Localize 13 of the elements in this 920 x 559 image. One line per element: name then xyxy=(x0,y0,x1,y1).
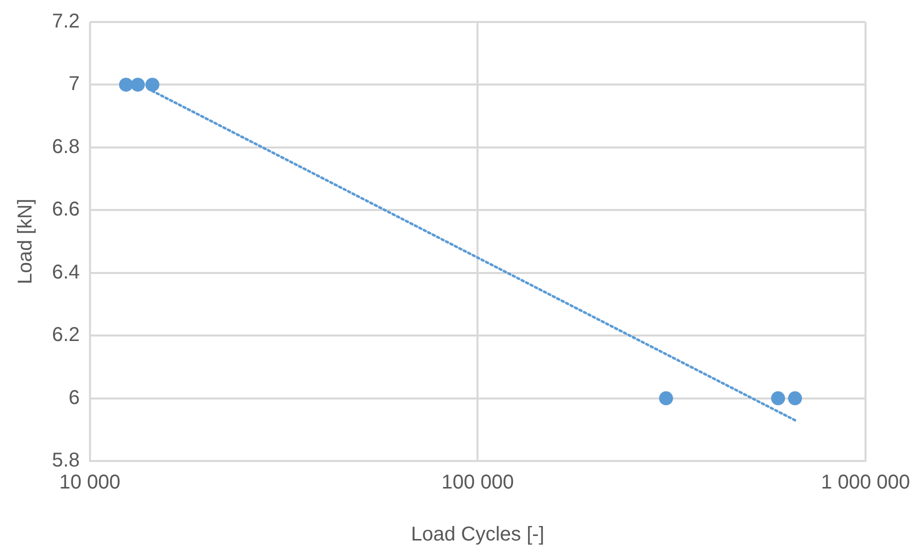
y-tick-label: 7 xyxy=(68,73,80,96)
x-axis-title: Load Cycles [-] xyxy=(410,524,544,546)
x-tick-label: 1 000 000 xyxy=(821,472,910,494)
y-tick-label: 6 xyxy=(68,386,80,409)
y-tick-label: 6.6 xyxy=(52,198,80,221)
y-tick-label: 6.4 xyxy=(52,261,80,284)
y-tick-label: 6.8 xyxy=(52,136,80,158)
y-tick-label: 5.8 xyxy=(52,450,80,472)
y-tick-label: 7.2 xyxy=(52,10,80,33)
x-tick-label: 100 000 xyxy=(442,472,514,494)
y-axis-title: Load [kN] xyxy=(14,198,37,284)
x-tick-label: 10 000 xyxy=(59,472,120,494)
y-tick-label: 6.2 xyxy=(52,324,80,346)
